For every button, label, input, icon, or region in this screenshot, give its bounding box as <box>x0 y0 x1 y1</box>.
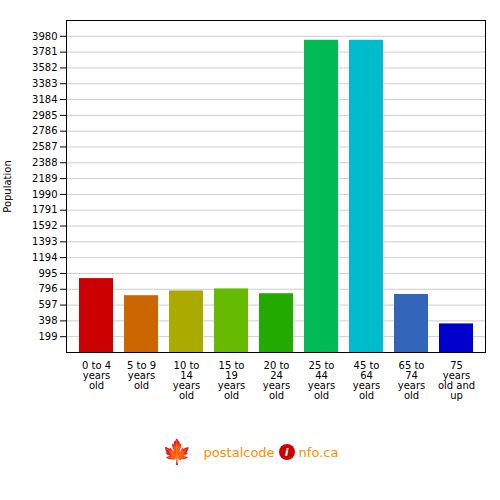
svg-text:199: 199 <box>38 331 57 342</box>
svg-text:65 to74yearsold: 65 to74yearsold <box>398 360 426 401</box>
svg-text:597: 597 <box>38 299 57 310</box>
svg-text:3184: 3184 <box>32 94 57 105</box>
svg-text:0 to 4yearsold: 0 to 4yearsold <box>82 360 111 391</box>
svg-text:75yearsold andup: 75yearsold andup <box>438 360 475 401</box>
svg-text:995: 995 <box>38 268 57 279</box>
html-text:nfo.ca: nfo.ca <box>298 444 339 460</box>
html-text:postalcode: postalcode <box>203 444 275 460</box>
svg-text:1592: 1592 <box>32 220 57 231</box>
svg-text:3582: 3582 <box>32 62 57 73</box>
svg-text:3781: 3781 <box>32 46 57 57</box>
svg-text:1791: 1791 <box>32 204 57 215</box>
html-text:i: i <box>284 445 289 459</box>
svg-text:20 to24yearsold: 20 to24yearsold <box>263 360 291 401</box>
svg-text:45 to64yearsold: 45 to64yearsold <box>353 360 381 401</box>
svg-text:398: 398 <box>38 315 57 326</box>
svg-text:796: 796 <box>38 283 57 294</box>
svg-text:3980: 3980 <box>32 31 57 42</box>
svg-text:1194: 1194 <box>32 252 57 263</box>
svg-text:2786: 2786 <box>32 125 57 136</box>
svg-text:5 to 9yearsold: 5 to 9yearsold <box>127 360 156 391</box>
svg-text:2388: 2388 <box>32 157 57 168</box>
svg-text:1393: 1393 <box>32 236 57 247</box>
svg-text:2189: 2189 <box>32 173 57 184</box>
svg-text:3383: 3383 <box>32 78 57 89</box>
svg-text:15 to19yearsold: 15 to19yearsold <box>218 360 246 401</box>
svg-text:2587: 2587 <box>32 141 57 152</box>
svg-text:1990: 1990 <box>32 189 57 200</box>
svg-text:Population: Population <box>2 160 13 213</box>
svg-text:10 to14yearsold: 10 to14yearsold <box>173 360 201 401</box>
svg-text:25 to44yearsold: 25 to44yearsold <box>308 360 336 401</box>
svg-text:2985: 2985 <box>32 110 57 121</box>
